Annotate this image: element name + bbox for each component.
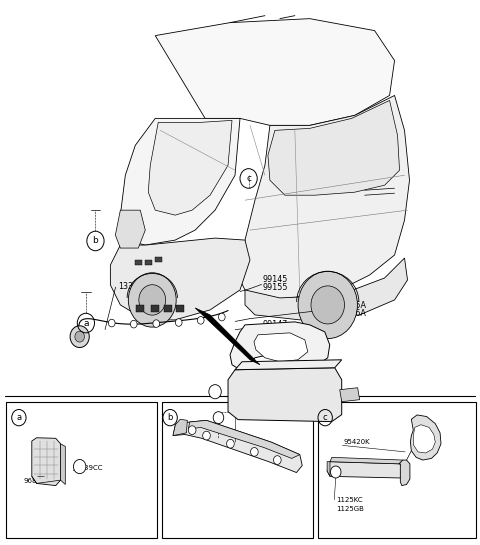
Text: 95716A: 95716A (336, 309, 367, 318)
Polygon shape (327, 462, 330, 476)
Text: 1339CC: 1339CC (75, 465, 102, 471)
Polygon shape (173, 420, 302, 473)
Circle shape (131, 320, 137, 328)
Bar (145, 259, 152, 265)
Polygon shape (235, 360, 342, 370)
Bar (162, 402, 313, 538)
Circle shape (139, 284, 166, 315)
Text: 1125KC: 1125KC (336, 496, 362, 502)
Circle shape (75, 331, 84, 342)
Text: 1125GB: 1125GB (336, 506, 363, 512)
Text: 1338AC: 1338AC (118, 282, 149, 290)
Circle shape (153, 320, 159, 328)
Polygon shape (254, 333, 308, 362)
Polygon shape (228, 368, 342, 422)
Circle shape (128, 272, 176, 327)
Polygon shape (399, 460, 410, 486)
Polygon shape (330, 457, 403, 464)
Polygon shape (148, 120, 232, 215)
Text: c: c (246, 174, 251, 183)
Text: 96831C: 96831C (24, 478, 51, 484)
Circle shape (108, 319, 115, 327)
Circle shape (175, 319, 182, 326)
Bar (6, 402, 157, 538)
Polygon shape (230, 322, 330, 370)
Circle shape (227, 439, 234, 448)
Circle shape (330, 466, 341, 478)
Polygon shape (268, 100, 399, 195)
Polygon shape (32, 438, 60, 486)
Polygon shape (240, 95, 409, 300)
Text: c: c (323, 413, 327, 422)
Circle shape (218, 313, 225, 321)
Circle shape (251, 447, 258, 456)
Bar (151, 305, 159, 312)
Text: b: b (93, 237, 98, 245)
Circle shape (70, 326, 89, 348)
Circle shape (209, 385, 221, 399)
Circle shape (213, 411, 224, 423)
Circle shape (188, 426, 196, 434)
Bar (155, 257, 162, 262)
Polygon shape (413, 425, 435, 453)
Bar (135, 259, 142, 265)
Circle shape (203, 431, 210, 440)
Polygon shape (110, 238, 250, 320)
Text: 99145: 99145 (263, 275, 288, 283)
Polygon shape (173, 419, 187, 435)
Text: 99147: 99147 (263, 320, 288, 329)
Polygon shape (188, 420, 300, 458)
Circle shape (274, 456, 281, 464)
Circle shape (311, 286, 345, 324)
Polygon shape (327, 462, 403, 478)
Bar (164, 305, 172, 312)
Polygon shape (410, 415, 441, 460)
Text: 95715A: 95715A (336, 301, 367, 310)
Polygon shape (340, 387, 360, 402)
Text: 95420K: 95420K (344, 439, 371, 445)
Polygon shape (195, 308, 260, 365)
Polygon shape (60, 444, 65, 485)
Polygon shape (245, 258, 408, 320)
Polygon shape (155, 19, 395, 125)
Circle shape (197, 317, 204, 324)
Polygon shape (115, 210, 145, 248)
Text: b: b (168, 413, 173, 422)
Text: 99155: 99155 (263, 283, 288, 292)
Text: 99157: 99157 (263, 328, 288, 337)
Bar (319, 402, 477, 538)
Circle shape (73, 459, 86, 474)
Text: 1339CC: 1339CC (237, 439, 264, 445)
Text: a: a (83, 319, 89, 328)
Bar (176, 305, 184, 312)
Text: a: a (16, 413, 22, 422)
Circle shape (298, 271, 358, 338)
Polygon shape (120, 118, 240, 245)
Bar (136, 305, 144, 312)
